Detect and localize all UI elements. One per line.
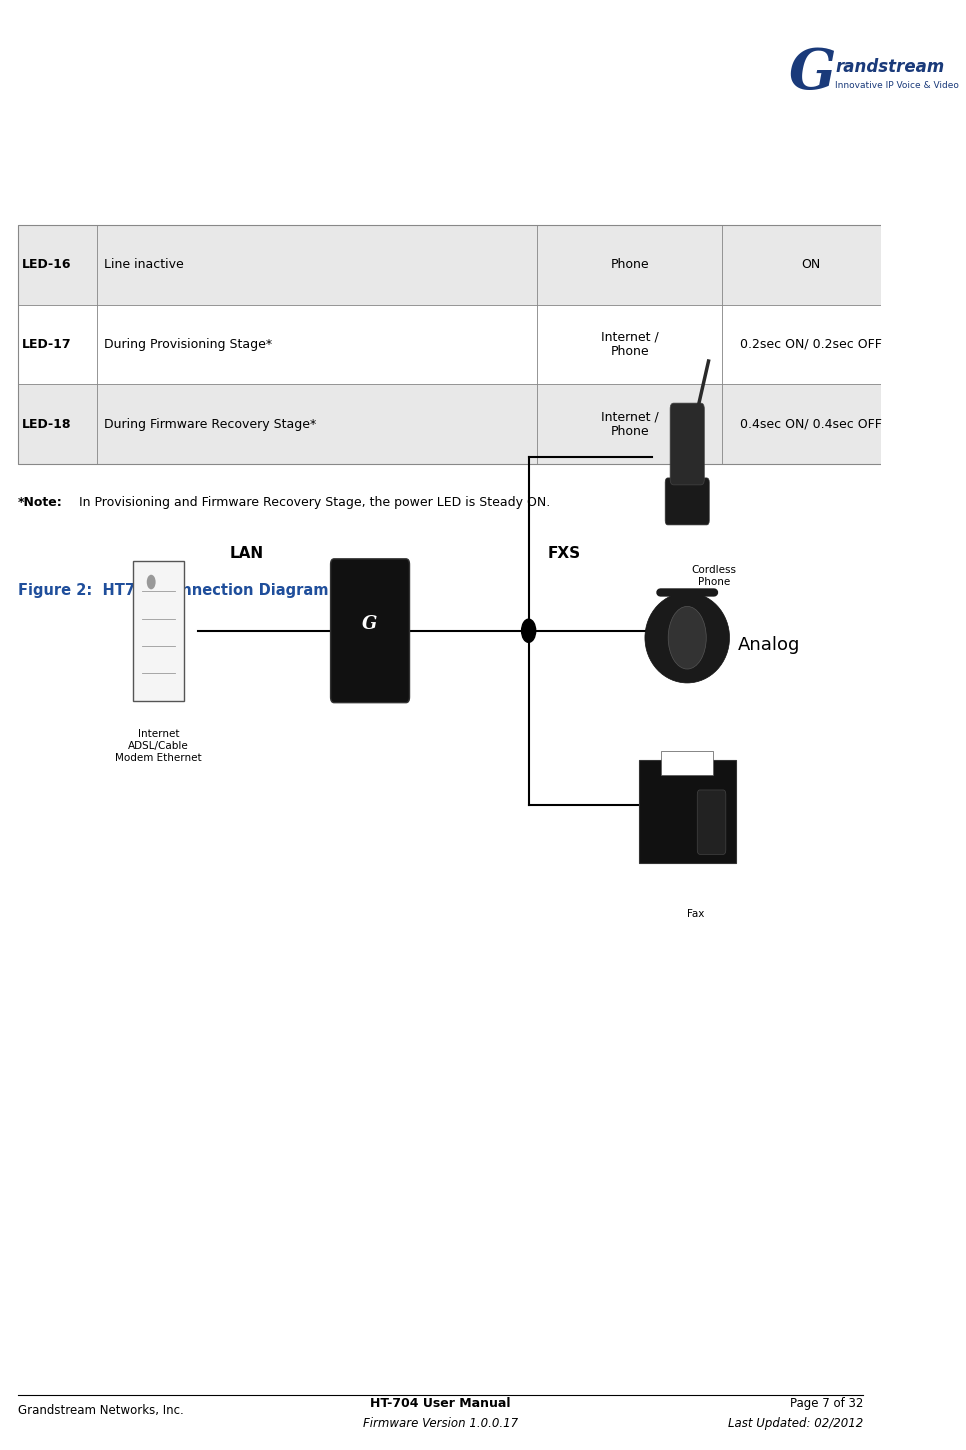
Text: Firmware Version 1.0.0.17: Firmware Version 1.0.0.17 — [363, 1418, 518, 1430]
Text: FXS: FXS — [548, 547, 581, 561]
Text: G: G — [362, 615, 378, 632]
Text: Internet
ADSL/Cable
Modem Ethernet: Internet ADSL/Cable Modem Ethernet — [115, 729, 202, 763]
Text: Grandstream Networks, Inc.: Grandstream Networks, Inc. — [17, 1405, 184, 1417]
Text: Internet /
Phone: Internet / Phone — [601, 410, 659, 438]
FancyBboxPatch shape — [537, 225, 723, 304]
FancyBboxPatch shape — [639, 760, 735, 863]
Text: During Provisioning Stage*: During Provisioning Stage* — [104, 338, 272, 351]
Text: Phone: Phone — [611, 258, 649, 271]
FancyBboxPatch shape — [17, 384, 97, 464]
FancyBboxPatch shape — [661, 751, 714, 774]
Text: Figure 2:  HT704 Connection Diagram: Figure 2: HT704 Connection Diagram — [17, 583, 328, 597]
FancyBboxPatch shape — [697, 790, 725, 854]
Text: Innovative IP Voice & Video: Innovative IP Voice & Video — [836, 81, 959, 90]
Text: Cordless
Phone: Cordless Phone — [691, 566, 736, 587]
Text: *Note:: *Note: — [17, 496, 63, 509]
Circle shape — [147, 574, 156, 589]
Text: HT-704 User Manual: HT-704 User Manual — [370, 1398, 511, 1409]
FancyBboxPatch shape — [17, 225, 97, 304]
Text: randstream: randstream — [836, 58, 945, 75]
Text: Line inactive: Line inactive — [104, 258, 184, 271]
Circle shape — [668, 606, 706, 668]
FancyBboxPatch shape — [97, 225, 537, 304]
Text: During Firmware Recovery Stage*: During Firmware Recovery Stage* — [104, 418, 316, 431]
FancyBboxPatch shape — [330, 558, 410, 703]
FancyBboxPatch shape — [666, 478, 709, 525]
FancyBboxPatch shape — [132, 561, 185, 700]
Text: Internet /
Phone: Internet / Phone — [601, 331, 659, 358]
Text: LED-17: LED-17 — [22, 338, 71, 351]
Circle shape — [522, 619, 536, 642]
Text: 0.4sec ON/ 0.4sec OFF: 0.4sec ON/ 0.4sec OFF — [740, 418, 882, 431]
Text: 0.2sec ON/ 0.2sec OFF: 0.2sec ON/ 0.2sec OFF — [740, 338, 882, 351]
FancyBboxPatch shape — [723, 384, 898, 464]
FancyBboxPatch shape — [723, 225, 898, 304]
FancyBboxPatch shape — [97, 304, 537, 384]
Text: In Provisioning and Firmware Recovery Stage, the power LED is Steady ON.: In Provisioning and Firmware Recovery St… — [75, 496, 551, 509]
FancyBboxPatch shape — [723, 304, 898, 384]
FancyBboxPatch shape — [537, 384, 723, 464]
Text: Page 7 of 32: Page 7 of 32 — [790, 1398, 864, 1409]
Text: LED-18: LED-18 — [22, 418, 71, 431]
FancyBboxPatch shape — [670, 403, 704, 484]
FancyBboxPatch shape — [537, 304, 723, 384]
Text: Last Updated: 02/2012: Last Updated: 02/2012 — [728, 1418, 864, 1430]
Text: Analog: Analog — [738, 637, 801, 654]
Text: G: G — [788, 46, 836, 102]
Ellipse shape — [645, 593, 729, 683]
FancyBboxPatch shape — [97, 384, 537, 464]
Text: ON: ON — [801, 258, 820, 271]
Text: LAN: LAN — [230, 547, 264, 561]
FancyBboxPatch shape — [17, 304, 97, 384]
Text: Fax: Fax — [688, 909, 705, 919]
Text: LED-16: LED-16 — [22, 258, 71, 271]
